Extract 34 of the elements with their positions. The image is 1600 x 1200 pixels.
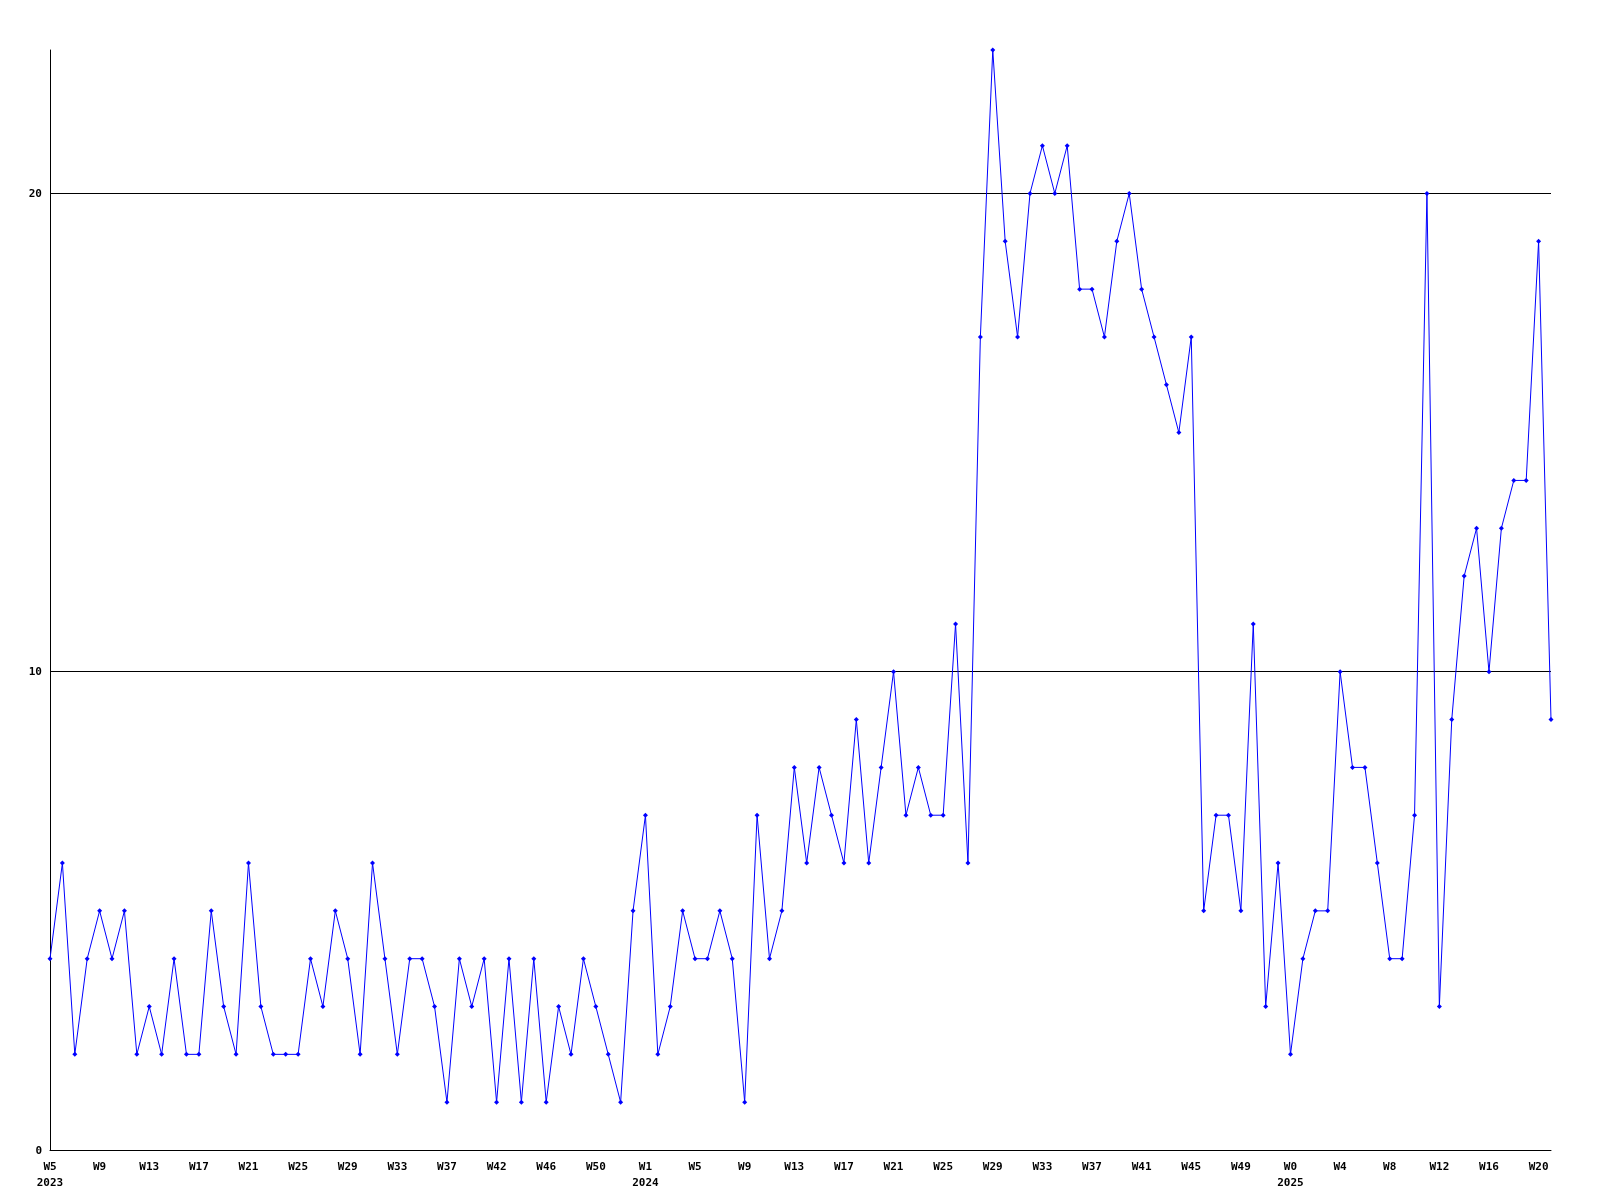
y-tick-label: 10 [28,665,42,679]
x-tick-label: W25 [288,1159,309,1173]
x-tick-label: W17 [833,1159,854,1173]
x-tick-label: W37 [1082,1159,1102,1173]
x-tick-label: W33 [1032,1159,1053,1173]
x-tick-label: W13 [139,1159,160,1173]
y-tick-label: 0 [35,1143,42,1157]
x-tick-label: W1 2024 [632,1159,660,1189]
y-tick-label: 20 [28,186,42,200]
x-tick-label: W20 [1528,1159,1549,1173]
x-tick-label: W33 [387,1159,408,1173]
x-tick-label: W8 [1383,1159,1397,1173]
x-tick-label: W0 2025 [1277,1159,1304,1189]
x-tick-label: W29 [337,1159,358,1173]
x-tick-label: W42 [486,1159,507,1173]
x-tick-label: W41 [1131,1159,1152,1173]
x-tick-label: W12 [1429,1159,1450,1173]
x-tick-label: W17 [188,1159,209,1173]
x-tick-label: W21 [238,1159,259,1173]
x-tick-label: W50 [585,1159,606,1173]
x-tick-label: W37 [437,1159,457,1173]
x-tick-label: W13 [784,1159,805,1173]
x-tick-label: W4 [1333,1159,1348,1173]
x-tick-label: W46 [536,1159,557,1173]
x-tick-label: W29 [982,1159,1003,1173]
x-tick-label: W25 [933,1159,954,1173]
x-tick-label: W9 [738,1159,752,1173]
x-tick-label: W45 [1181,1159,1202,1173]
x-tick-label: W5 2023 [36,1159,64,1189]
x-tick-label: W16 [1479,1159,1500,1173]
x-tick-label: W9 [92,1159,107,1173]
x-tick-label: W5 [688,1159,702,1173]
x-tick-label: W49 [1230,1159,1251,1173]
x-tick-label: W21 [883,1159,904,1173]
